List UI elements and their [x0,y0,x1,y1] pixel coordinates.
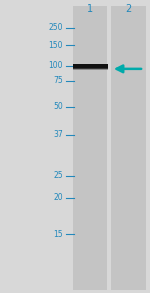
Bar [73,68,108,70]
Text: 20: 20 [53,193,63,202]
Text: 100: 100 [48,62,63,70]
Text: 250: 250 [48,23,63,32]
Text: 1: 1 [87,4,93,14]
Text: 2: 2 [125,4,131,14]
Bar [73,64,108,69]
Text: 15: 15 [53,230,63,239]
Bar [73,6,107,290]
Bar [111,6,146,290]
Text: 150: 150 [48,41,63,50]
Text: 75: 75 [53,76,63,85]
Text: 50: 50 [53,103,63,111]
Text: 25: 25 [53,171,63,180]
Text: 37: 37 [53,130,63,139]
